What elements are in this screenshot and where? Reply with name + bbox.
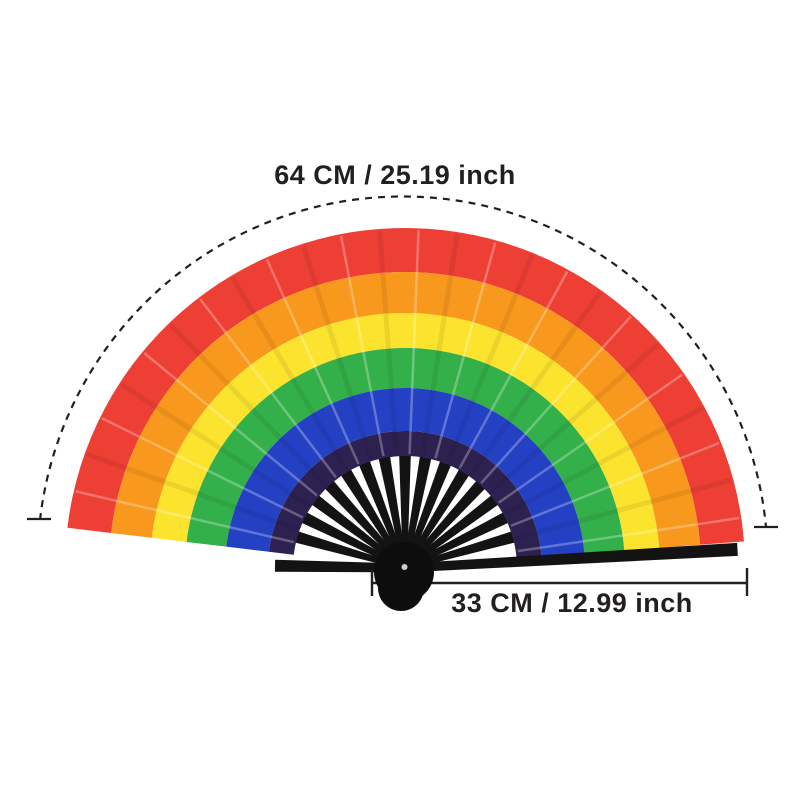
length-dimension-line xyxy=(370,568,749,596)
fan-ribs xyxy=(274,450,521,573)
fan-guard-stick xyxy=(412,542,738,573)
width-dimension-arc xyxy=(27,195,778,529)
fan-fabric-bands xyxy=(67,227,744,560)
fan-pleat-folds xyxy=(75,230,740,553)
width-dimension-label: 64 CM / 25.19 inch xyxy=(274,160,516,190)
length-dimension-label: 33 CM / 12.99 inch xyxy=(451,588,693,618)
fan-pivot-knob xyxy=(374,542,434,611)
